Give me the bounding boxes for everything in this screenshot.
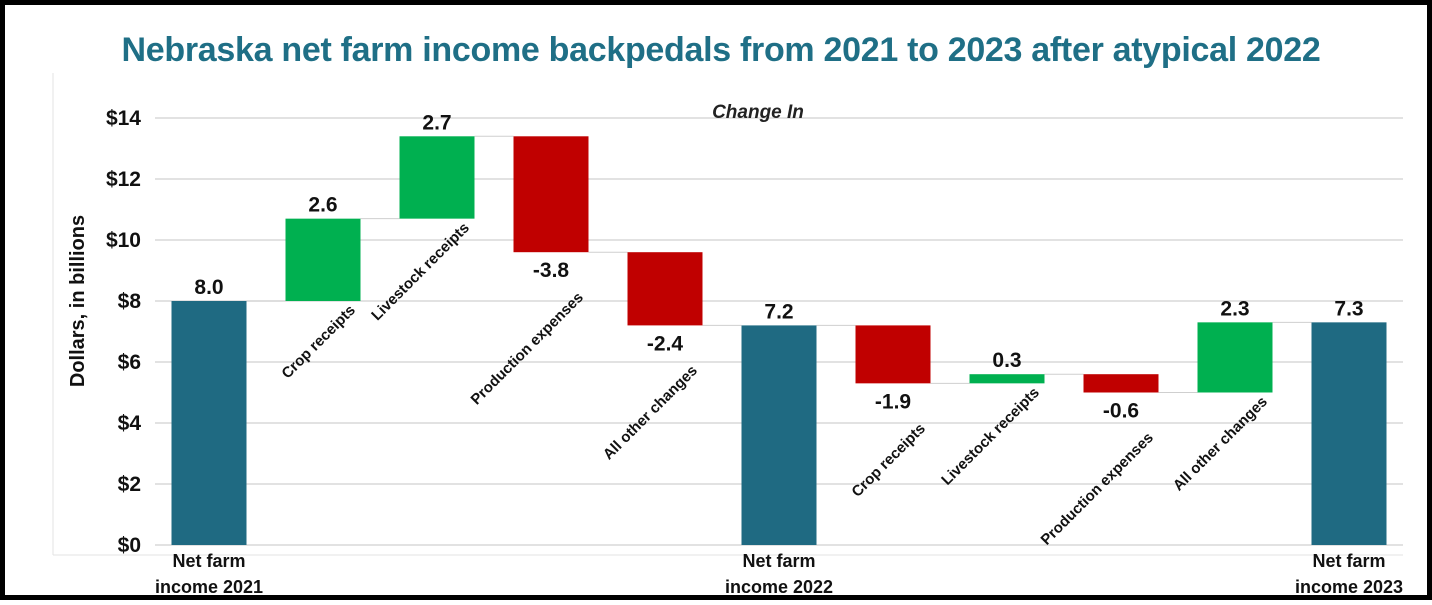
bar-increase — [1197, 322, 1273, 393]
value-label: -3.8 — [533, 259, 570, 282]
y-tick-label: $6 — [118, 351, 141, 374]
y-tick-label: $14 — [106, 107, 141, 130]
bar-increase — [399, 136, 475, 219]
bar-decrease — [1083, 374, 1159, 393]
y-tick-label: $10 — [106, 229, 141, 252]
change-in-annotation: Change In — [712, 102, 804, 123]
value-label: -1.9 — [875, 390, 911, 413]
category-label: Production expenses — [1038, 429, 1157, 548]
category-label: Crop receipts — [278, 302, 358, 382]
category-label: Production expenses — [468, 289, 587, 408]
bar-total — [171, 301, 247, 545]
waterfall-chart: $0 $2 $4 $6 $8 $10 $12 $14 Dollars, in billions C… — [52, 73, 1403, 597]
category-label-total: Net farm — [1312, 551, 1385, 571]
value-label: 2.3 — [1220, 297, 1249, 320]
category-label: Livestock receipts — [368, 219, 473, 324]
bar-decrease — [855, 325, 931, 384]
bar-decrease — [513, 136, 589, 253]
value-label: -0.6 — [1103, 400, 1139, 423]
y-tick-label: $4 — [118, 412, 142, 435]
value-label: 2.7 — [422, 111, 451, 134]
value-label: 8.0 — [194, 276, 223, 299]
y-tick-label: $8 — [118, 290, 142, 313]
bar-increase — [285, 218, 361, 301]
chart-title: Nebraska net farm income backpedals from… — [121, 31, 1321, 69]
y-tick-label: $12 — [106, 168, 141, 191]
bar-total — [1311, 322, 1387, 545]
bar-total — [741, 325, 817, 545]
bar-decrease — [627, 252, 703, 326]
category-label-total: Net farm — [172, 551, 245, 571]
value-label: -2.4 — [647, 332, 684, 355]
y-tick-label: $2 — [118, 473, 141, 496]
category-label-total: income 2023 — [1295, 577, 1403, 597]
bar-increase — [969, 374, 1045, 384]
value-label: 2.6 — [308, 194, 337, 217]
category-label: All other changes — [1170, 393, 1271, 494]
y-axis-label: Dollars, in billions — [67, 215, 89, 387]
category-label-total: income 2022 — [725, 577, 833, 597]
value-label: 7.3 — [1334, 297, 1363, 320]
y-tick-label: $0 — [118, 534, 141, 557]
value-label: 7.2 — [764, 300, 793, 323]
value-label: 0.3 — [992, 349, 1021, 372]
category-label: Livestock receipts — [938, 384, 1043, 489]
category-label-total: income 2021 — [155, 577, 263, 597]
category-label-total: Net farm — [742, 551, 815, 571]
category-label: Crop receipts — [848, 420, 928, 500]
category-label: All other changes — [600, 362, 701, 463]
